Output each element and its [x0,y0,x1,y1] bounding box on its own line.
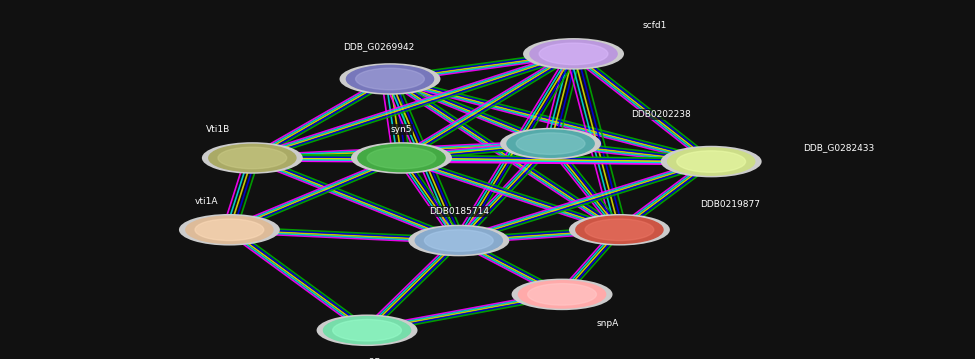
Circle shape [324,317,410,344]
Circle shape [569,214,670,246]
Circle shape [409,225,509,256]
Text: DDB0219877: DDB0219877 [700,200,760,209]
Text: DDB0202238: DDB0202238 [631,110,690,120]
Text: syn8B: syn8B [353,358,381,359]
Circle shape [218,147,287,169]
Circle shape [356,68,424,90]
Text: snpA: snpA [597,318,619,328]
Circle shape [512,279,612,310]
Circle shape [576,216,663,243]
Circle shape [179,214,280,246]
Circle shape [519,281,605,308]
Circle shape [346,65,434,93]
Circle shape [332,320,402,341]
Circle shape [351,142,452,174]
Circle shape [195,219,264,241]
Circle shape [186,216,273,243]
Text: DDB_G0282433: DDB_G0282433 [803,143,875,152]
Circle shape [523,38,624,70]
Circle shape [317,314,417,346]
Circle shape [668,148,755,175]
Circle shape [527,284,597,305]
Text: syn5: syn5 [391,125,412,134]
Circle shape [677,151,746,172]
Circle shape [209,144,296,172]
Text: DDB0185714: DDB0185714 [429,207,488,216]
Circle shape [202,142,303,174]
Circle shape [500,128,601,159]
Circle shape [661,146,761,177]
Circle shape [585,219,654,241]
Text: scfd1: scfd1 [643,20,667,30]
Circle shape [367,147,436,169]
Text: DDB_G0269942: DDB_G0269942 [343,42,414,51]
Circle shape [516,133,585,154]
Circle shape [415,227,502,254]
Circle shape [530,40,617,67]
Circle shape [507,130,594,157]
Circle shape [424,230,493,251]
Text: vti1A: vti1A [195,196,218,206]
Text: Vti1B: Vti1B [206,125,230,134]
Circle shape [358,144,445,172]
Circle shape [339,63,441,95]
Circle shape [539,43,608,65]
